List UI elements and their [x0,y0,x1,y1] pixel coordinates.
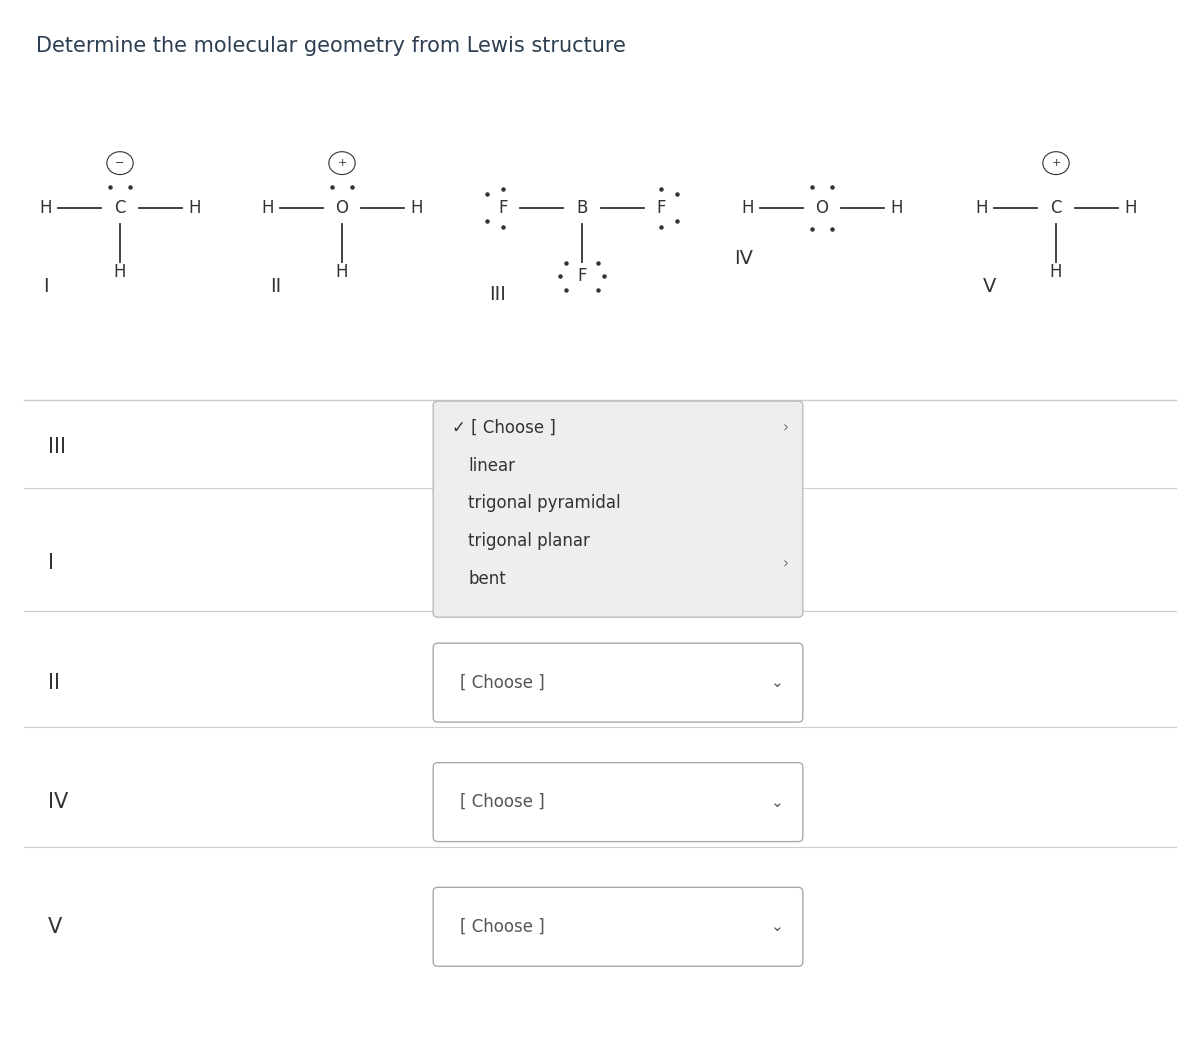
Text: ⌄: ⌄ [770,920,784,934]
Text: ⌄: ⌄ [770,795,784,809]
Text: O: O [816,198,828,217]
Text: −: − [115,158,125,168]
Text: ✓ [ Choose ]: ✓ [ Choose ] [452,419,557,436]
Text: V: V [983,277,997,296]
Text: H: H [336,263,348,282]
Text: H: H [114,263,126,282]
Text: II: II [48,672,60,693]
Text: I: I [43,277,48,296]
Text: H: H [1124,198,1136,217]
Text: V: V [48,916,62,937]
Text: trigonal planar: trigonal planar [468,532,590,551]
Text: III: III [48,436,66,457]
FancyBboxPatch shape [433,401,803,617]
FancyBboxPatch shape [433,643,803,722]
Text: C: C [114,198,126,217]
Text: ›: › [782,556,788,570]
Text: +: + [337,158,347,168]
Text: H: H [976,198,988,217]
Text: IV: IV [734,249,754,268]
Text: II: II [270,277,282,296]
Text: IV: IV [48,792,68,812]
Text: trigonal pyramidal: trigonal pyramidal [468,495,620,512]
Text: linear: linear [468,457,515,475]
Text: I: I [48,553,54,574]
Text: ⌄: ⌄ [770,675,784,690]
Text: H: H [40,198,52,217]
Text: H: H [742,198,754,217]
Text: H: H [890,198,902,217]
Text: bent: bent [468,570,505,588]
FancyBboxPatch shape [433,887,803,966]
Text: F: F [498,198,508,217]
Text: ›: › [782,421,788,435]
Text: O: O [336,198,348,217]
Text: H: H [1050,263,1062,282]
Text: H: H [188,198,200,217]
Text: III: III [490,285,506,303]
Text: C: C [1050,198,1062,217]
Text: [ Choose ]: [ Choose ] [460,793,545,811]
FancyBboxPatch shape [433,763,803,842]
Text: H: H [410,198,422,217]
Text: H: H [262,198,274,217]
Text: B: B [576,198,588,217]
Text: [ Choose ]: [ Choose ] [460,673,545,692]
Text: Determine the molecular geometry from Lewis structure: Determine the molecular geometry from Le… [36,36,626,56]
Text: +: + [1051,158,1061,168]
Text: F: F [577,267,587,286]
Text: [ Choose ]: [ Choose ] [460,917,545,936]
Text: F: F [656,198,666,217]
